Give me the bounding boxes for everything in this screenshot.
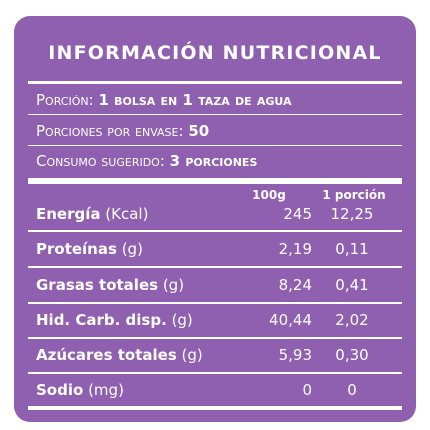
value-100g: 0: [302, 381, 312, 399]
serving-suggested: Consumo sugerido: 3 porciones: [36, 150, 257, 172]
row-divider: [28, 302, 402, 304]
portion-value: 1 bolsa en 1 taza de agua: [98, 91, 292, 109]
servings-value: 50: [188, 122, 210, 140]
bottom-divider: [28, 406, 402, 410]
value-100g: 245: [283, 205, 312, 223]
value-100g: 5,93: [278, 346, 312, 364]
value-portion: 0,30: [335, 346, 369, 364]
nutrient-name: Hid. Carb. disp.: [36, 311, 167, 329]
row-divider: [28, 372, 402, 374]
table-thick-divider: [28, 178, 402, 184]
suggested-value: 3 porciones: [169, 152, 258, 170]
servings-label: Porciones por envase:: [36, 122, 184, 140]
table-row: Sodio (mg) 0 0: [36, 379, 392, 401]
serving-count: Porciones por envase: 50: [36, 120, 209, 142]
panel-title: INFORMACIÓN NUTRICIONAL: [48, 42, 382, 64]
nutrition-panel: INFORMACIÓN NUTRICIONAL Porción: 1 bolsa…: [14, 16, 416, 422]
value-100g: 8,24: [278, 276, 312, 294]
row-divider: [28, 266, 402, 268]
table-row: Proteínas (g) 2,19 0,11: [36, 238, 392, 260]
nutrient-name: Energía: [36, 205, 101, 223]
nutrient-unit: (g): [121, 240, 143, 258]
table-row: Azúcares totales (g) 5,93 0,30: [36, 344, 392, 366]
nutrient-name: Proteínas: [36, 240, 117, 258]
value-portion: 2,02: [335, 311, 369, 329]
value-portion: 0,11: [335, 240, 369, 258]
nutrient-name: Sodio: [36, 381, 84, 399]
value-100g: 2,19: [278, 240, 312, 258]
serving-divider-1: [28, 114, 402, 115]
serving-divider-2: [28, 145, 402, 146]
suggested-label: Consumo sugerido:: [36, 152, 165, 170]
row-divider: [28, 337, 402, 339]
nutrient-unit: (Kcal): [105, 205, 149, 223]
value-portion: 0,41: [335, 276, 369, 294]
value-100g: 40,44: [269, 311, 312, 329]
column-header-portion: 1 porción: [322, 188, 386, 202]
nutrient-unit: (mg): [88, 381, 124, 399]
row-divider: [28, 230, 402, 232]
table-row: Hid. Carb. disp. (g) 40,44 2,02: [36, 309, 392, 331]
table-row: Grasas totales (g) 8,24 0,41: [36, 274, 392, 296]
column-header-100g: 100g: [252, 188, 286, 202]
value-portion: 0: [347, 381, 357, 399]
nutrient-name: Azúcares totales: [36, 346, 177, 364]
title-divider: [28, 81, 402, 84]
serving-portion: Porción: 1 bolsa en 1 taza de agua: [36, 89, 292, 111]
portion-label: Porción:: [36, 91, 94, 109]
nutrient-unit: (g): [171, 311, 193, 329]
nutrient-name: Grasas totales: [36, 276, 159, 294]
value-portion: 12,25: [330, 205, 374, 223]
nutrient-unit: (g): [181, 346, 203, 364]
table-row: Energía (Kcal) 245 12,25: [36, 203, 392, 225]
nutrient-unit: (g): [162, 276, 185, 294]
